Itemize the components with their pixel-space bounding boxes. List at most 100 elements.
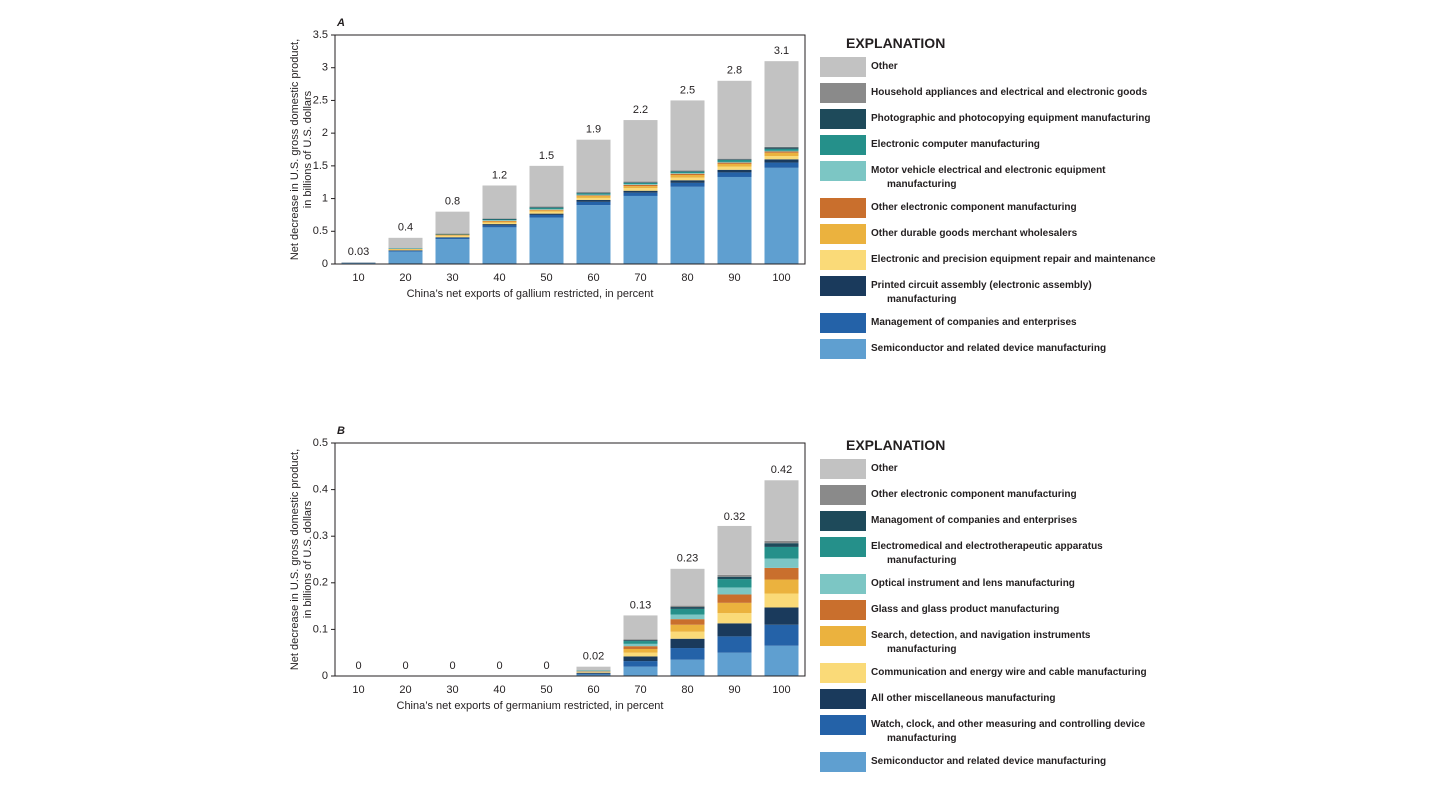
bar-segment [670, 648, 705, 660]
total-label: 0 [449, 660, 455, 672]
bar-segment [529, 217, 564, 264]
total-label: 2.8 [727, 65, 742, 77]
legend: EXPLANATION Other Household appliances and… [820, 35, 1160, 365]
legend-swatch [820, 276, 866, 296]
bar-segment [764, 156, 799, 160]
bar-segment [717, 159, 752, 162]
legend-item: Semiconductor and related device manufac… [820, 752, 1160, 772]
x-tick-label: 60 [587, 684, 599, 696]
x-tick-label: 60 [587, 272, 599, 284]
x-axis-label: China’s net exports of germanium restric… [397, 700, 664, 712]
bar-segment [764, 558, 799, 568]
y-tick-label: 2 [322, 127, 328, 139]
bar-segment [717, 613, 752, 624]
bar-segment [717, 80, 752, 159]
bar-segment [670, 186, 705, 264]
bar-segment [623, 648, 658, 653]
bar-segment [623, 661, 658, 667]
bar-segment [576, 673, 611, 675]
panel-label: A [336, 17, 345, 29]
bar-segment [529, 209, 564, 210]
x-tick-label: 20 [399, 272, 411, 284]
bar-segment [576, 195, 611, 196]
bar-segment [623, 652, 658, 657]
y-tick-label: 0.2 [313, 577, 328, 589]
legend-swatch [820, 198, 866, 218]
total-label: 0.23 [677, 553, 698, 565]
bar-segment [623, 192, 658, 196]
bar-segment [670, 175, 705, 178]
legend-item: Search, detection, and navigation instru… [820, 626, 1160, 657]
bar-segment [341, 262, 376, 264]
legend-item: Semiconductor and related device manufac… [820, 339, 1160, 359]
bar-segment [670, 170, 705, 172]
x-tick-label: 30 [446, 272, 458, 284]
bar-segment [623, 639, 658, 641]
bar-segment [388, 248, 423, 249]
bar-segment [623, 188, 658, 191]
x-tick-label: 70 [634, 684, 646, 696]
bar-segment [764, 152, 799, 157]
legend-label: Search, detection, and navigation instru… [871, 630, 1091, 655]
legend-item: Glass and glass product manufacturing [820, 600, 1160, 620]
bar-segment [482, 218, 517, 220]
bar-segment [482, 227, 517, 264]
bar-segment [529, 213, 564, 215]
legend-item: All other miscellaneous manufacturing [820, 689, 1160, 709]
legend-title: EXPLANATION [846, 35, 946, 51]
x-tick-label: 40 [493, 272, 505, 284]
legend-swatch [820, 626, 866, 646]
bar-segment [717, 636, 752, 653]
bar-segment [764, 567, 799, 580]
y-tick-label: 3.5 [313, 29, 328, 41]
total-label: 0.8 [445, 196, 460, 208]
bar-segment [764, 480, 799, 541]
bar-segment [717, 652, 752, 676]
x-tick-label: 80 [681, 684, 693, 696]
legend-label: Electromedical and electrotherapeutic ap… [871, 541, 1103, 566]
legend-label: Glass and glass product manufacturing [871, 604, 1060, 615]
legend-item: Managoment of companies and enterprises [820, 511, 1160, 531]
bar-segment [670, 100, 705, 171]
bar-segment [764, 593, 799, 608]
legend-label: Communication and energy wire and cable … [871, 667, 1147, 678]
panel-label: B [337, 425, 345, 437]
legend-swatch [820, 250, 866, 270]
y-tick-label: 1.5 [313, 160, 328, 172]
bar-segment [670, 171, 705, 172]
bar-segment [576, 672, 611, 674]
y-tick-label: 0.1 [313, 623, 328, 635]
bar-segment [435, 211, 470, 234]
bar-segment [764, 540, 799, 544]
x-tick-label: 30 [446, 684, 458, 696]
y-axis-label: in billions of U.S. dollars [302, 90, 314, 208]
y-tick-label: 0 [322, 258, 328, 270]
bar-segment [670, 607, 705, 609]
legend-item: Electromedical and electrotherapeutic ap… [820, 537, 1160, 568]
legend-label: Watch, clock, and other measuring and co… [871, 719, 1146, 744]
total-label: 0.4 [398, 222, 413, 234]
bar-segment [529, 211, 564, 214]
bar-segment [764, 61, 799, 147]
legend-swatch [820, 574, 866, 594]
legend-swatch [820, 600, 866, 620]
y-tick-label: 1 [322, 192, 328, 204]
bar-segment [717, 176, 752, 264]
x-tick-label: 90 [728, 684, 740, 696]
legend-label: Other electronic component manufacturing [871, 202, 1077, 213]
legend-item: Management of companies and enterprises [820, 313, 1160, 333]
bar-segment [764, 150, 799, 152]
bar-segment [576, 205, 611, 264]
y-tick-label: 3 [322, 62, 328, 74]
bar-segment [764, 162, 799, 168]
bar-segment [670, 568, 705, 606]
bar-segment [482, 185, 517, 219]
bar-segment [717, 576, 752, 580]
bar-segment [623, 666, 658, 676]
bar-segment [482, 218, 517, 219]
bar-segment [670, 608, 705, 615]
x-tick-label: 100 [772, 684, 790, 696]
legend-label: Electronic and precision equipment repai… [871, 254, 1156, 265]
y-axis-label: Net decrease in U.S. gross domestic prod… [289, 39, 301, 260]
